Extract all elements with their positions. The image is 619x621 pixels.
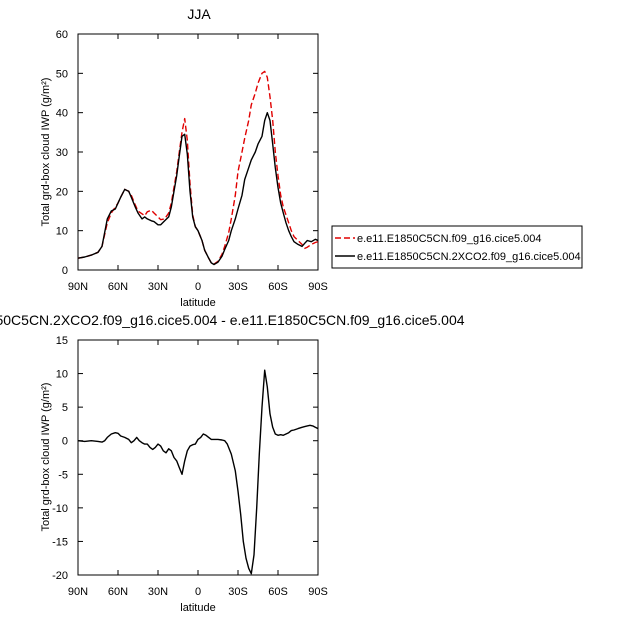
panel1-x-axis: 90N 60N 30N 0 30S 60S 90S: [68, 34, 328, 293]
panel2-y-tick-label: -5: [58, 469, 68, 481]
panel1-y-tick-label: 60: [56, 29, 68, 41]
panel2-series-line-0: [77, 369, 319, 575]
panel2-x-axis-label: latitude: [180, 602, 215, 614]
panel1-y-tick-label: 10: [56, 226, 68, 238]
panel1-y-tick-label: 20: [56, 186, 68, 198]
panel2-x-tick-label: 90N: [68, 586, 88, 598]
panel1-series-line-0: [77, 70, 319, 265]
panel1-y-tick-label: 0: [62, 265, 68, 277]
legend-label-control: e.e11.E1850C5CN.f09_g16.cice5.004: [357, 233, 542, 245]
panel1-series-line-1: [77, 112, 319, 266]
legend-box: [331, 225, 583, 269]
panel1-x-tick-label: 0: [195, 281, 201, 293]
panel1-y-tick-label: 40: [56, 108, 68, 120]
panel2-plot-frame: [77, 339, 319, 576]
panel2-title: 50C5CN.2XCO2.f09_g16.cice5.004 - e.e11.E…: [0, 312, 465, 328]
panel2-y-axis-label: Total grd-box cloud IWP (g/m²): [40, 383, 52, 532]
panel1-x-tick-label: 30N: [148, 281, 168, 293]
panel2-x-tick-label: 30N: [148, 586, 168, 598]
panel2-x-tick-label: 60S: [268, 586, 288, 598]
panel2-y-tick-label: -10: [52, 503, 68, 515]
panel2-x-tick-label: 30S: [228, 586, 248, 598]
panel1-y-tick-label: 30: [56, 147, 68, 159]
panel1-y-axis: 0 10 20 30 40 50 60: [56, 29, 318, 277]
panel2-series-group: [77, 369, 319, 575]
panel1-x-tick-label: 90S: [308, 281, 328, 293]
panel2-x-tick-label: 60N: [108, 586, 128, 598]
panel1-y-tick-label: 50: [56, 68, 68, 80]
panel1-x-tick-label: 60S: [268, 281, 288, 293]
panel1-y-axis-label: Total grd-box cloud IWP (g/m²): [40, 78, 52, 227]
panel1-x-tick-label: 30S: [228, 281, 248, 293]
panel1-plot-frame: [77, 33, 319, 271]
panel2-x-tick-label: 0: [195, 586, 201, 598]
panel2-x-axis: 90N 60N 30N 0 30S 60S 90S: [68, 340, 328, 598]
panel1-title: JJA: [187, 6, 211, 22]
panel1-x-tick-label: 60N: [108, 281, 128, 293]
panel2-y-tick-label: -15: [52, 536, 68, 548]
panel2-y-tick-label: 10: [56, 369, 68, 381]
panel1-series-group: [77, 70, 319, 266]
panel2-y-axis: -20 -15 -10 -5 0 5 10 15: [52, 335, 318, 582]
panel2-y-tick-label: 5: [62, 402, 68, 414]
panel2-x-tick-label: 90S: [308, 586, 328, 598]
panel1-x-axis-label: latitude: [180, 297, 215, 309]
panel1-x-tick-label: 90N: [68, 281, 88, 293]
panel2-y-tick-label: 15: [56, 335, 68, 347]
panel2-y-tick-label: 0: [62, 436, 68, 448]
panel2-y-tick-label: -20: [52, 570, 68, 582]
legend-label-2xco2: e.e11.E1850C5CN.2XCO2.f09_g16.cice5.004: [357, 251, 581, 263]
